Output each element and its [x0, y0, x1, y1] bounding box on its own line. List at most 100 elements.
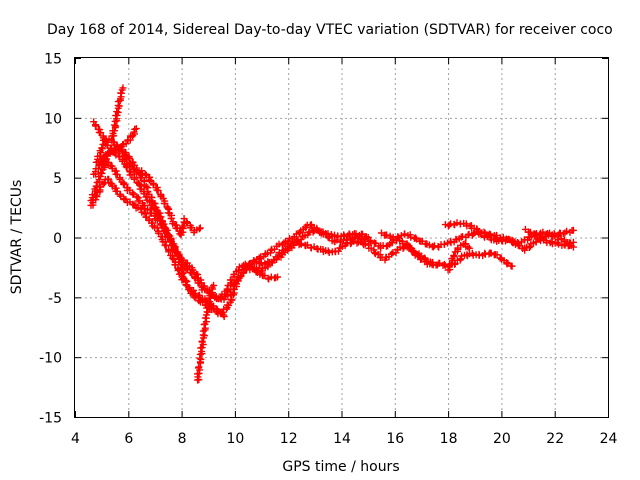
data-point	[198, 337, 206, 345]
data-point	[274, 273, 281, 281]
series-arc-2	[90, 118, 372, 303]
data-point	[195, 225, 203, 233]
data-point	[98, 169, 106, 177]
data-point	[133, 193, 141, 201]
data-point	[157, 213, 164, 221]
data-point	[113, 108, 121, 116]
data-point	[161, 227, 169, 234]
x-tick-label: 18	[440, 431, 458, 447]
data-point	[168, 254, 176, 262]
data-point	[313, 245, 321, 252]
data-point	[99, 180, 107, 188]
y-tick-label: 10	[44, 111, 62, 127]
data-point	[257, 259, 265, 267]
data-point	[412, 234, 420, 242]
data-point	[203, 304, 211, 312]
data-point	[447, 239, 455, 247]
x-axis-tick-labels: 4 6 8 10 12 14 16 18 20 22 24	[71, 431, 617, 447]
data-point	[98, 144, 106, 152]
data-point	[176, 230, 184, 238]
data-point	[354, 233, 361, 241]
data-point	[218, 308, 226, 316]
series-arc-7	[108, 84, 127, 140]
data-point	[297, 240, 305, 248]
data-point	[92, 192, 100, 200]
data-point	[119, 84, 127, 92]
y-tick-label: 15	[44, 52, 62, 68]
y-tick-label: 0	[53, 231, 62, 247]
data-point	[441, 240, 448, 248]
data-point	[151, 200, 159, 207]
data-point	[450, 252, 458, 259]
data-point	[182, 264, 190, 272]
data-point	[453, 219, 461, 227]
data-point	[136, 169, 143, 177]
data-point	[174, 267, 182, 275]
plot-frame	[74, 57, 609, 418]
series-arc-13	[521, 225, 577, 250]
data-point	[569, 238, 577, 246]
series-arc-6	[194, 281, 218, 384]
data-point	[401, 230, 409, 238]
data-point	[324, 247, 332, 255]
data-point	[154, 187, 162, 195]
data-point	[464, 243, 472, 251]
series-arc-10	[378, 229, 441, 269]
x-tick-label: 4	[71, 431, 80, 447]
data-point	[275, 240, 283, 248]
x-tick-label: 6	[124, 431, 133, 447]
data-point	[195, 363, 203, 371]
series-arc-4	[92, 135, 577, 303]
data-point	[371, 248, 378, 256]
data-point	[158, 220, 166, 228]
data-point	[475, 227, 483, 235]
data-point	[508, 262, 516, 270]
x-tick-label: 16	[386, 431, 404, 447]
data-point	[241, 264, 249, 272]
data-point	[174, 250, 182, 258]
y-axis-tick-labels: 15 10 5 0 -5 -10 -15	[39, 52, 62, 427]
x-tick-label: 22	[546, 431, 564, 447]
y-axis-label: SDTVAR / TECUs	[9, 180, 25, 295]
data-point	[103, 151, 111, 159]
y-tick-label: -15	[39, 411, 62, 427]
data-point	[480, 228, 488, 236]
x-tick-label: 12	[280, 431, 298, 447]
y-tick-label: -10	[39, 351, 62, 367]
data-point	[222, 305, 230, 313]
data-point	[388, 250, 396, 258]
data-point	[335, 247, 342, 255]
x-tick-label: 8	[178, 431, 187, 447]
data-point	[433, 261, 441, 269]
data-point	[129, 200, 137, 208]
data-point	[216, 294, 224, 302]
data-point	[333, 236, 341, 244]
data-point	[553, 239, 561, 247]
data-point	[525, 244, 533, 251]
data-point	[132, 125, 140, 133]
data-point	[551, 232, 559, 240]
data-point	[196, 224, 204, 232]
x-tick-label: 14	[333, 431, 351, 447]
data-point	[560, 240, 568, 248]
data-point	[465, 244, 473, 252]
chart-title: Day 168 of 2014, Sidereal Day-to-day VTE…	[47, 22, 613, 38]
data-point	[220, 313, 228, 320]
data-series	[87, 84, 577, 384]
series-arc-8	[98, 125, 140, 169]
data-point	[487, 249, 495, 257]
data-point	[515, 239, 522, 247]
series-arc-12	[444, 240, 473, 274]
data-point	[353, 239, 361, 247]
x-axis-label: GPS time / hours	[282, 459, 399, 475]
y-tick-label: -5	[48, 291, 62, 307]
x-tick-label: 24	[600, 431, 618, 447]
data-point	[383, 231, 391, 239]
data-point	[162, 242, 170, 250]
data-point	[153, 224, 161, 232]
data-point	[367, 238, 375, 246]
data-point	[165, 248, 173, 256]
data-point	[178, 223, 186, 231]
data-point	[142, 183, 150, 190]
